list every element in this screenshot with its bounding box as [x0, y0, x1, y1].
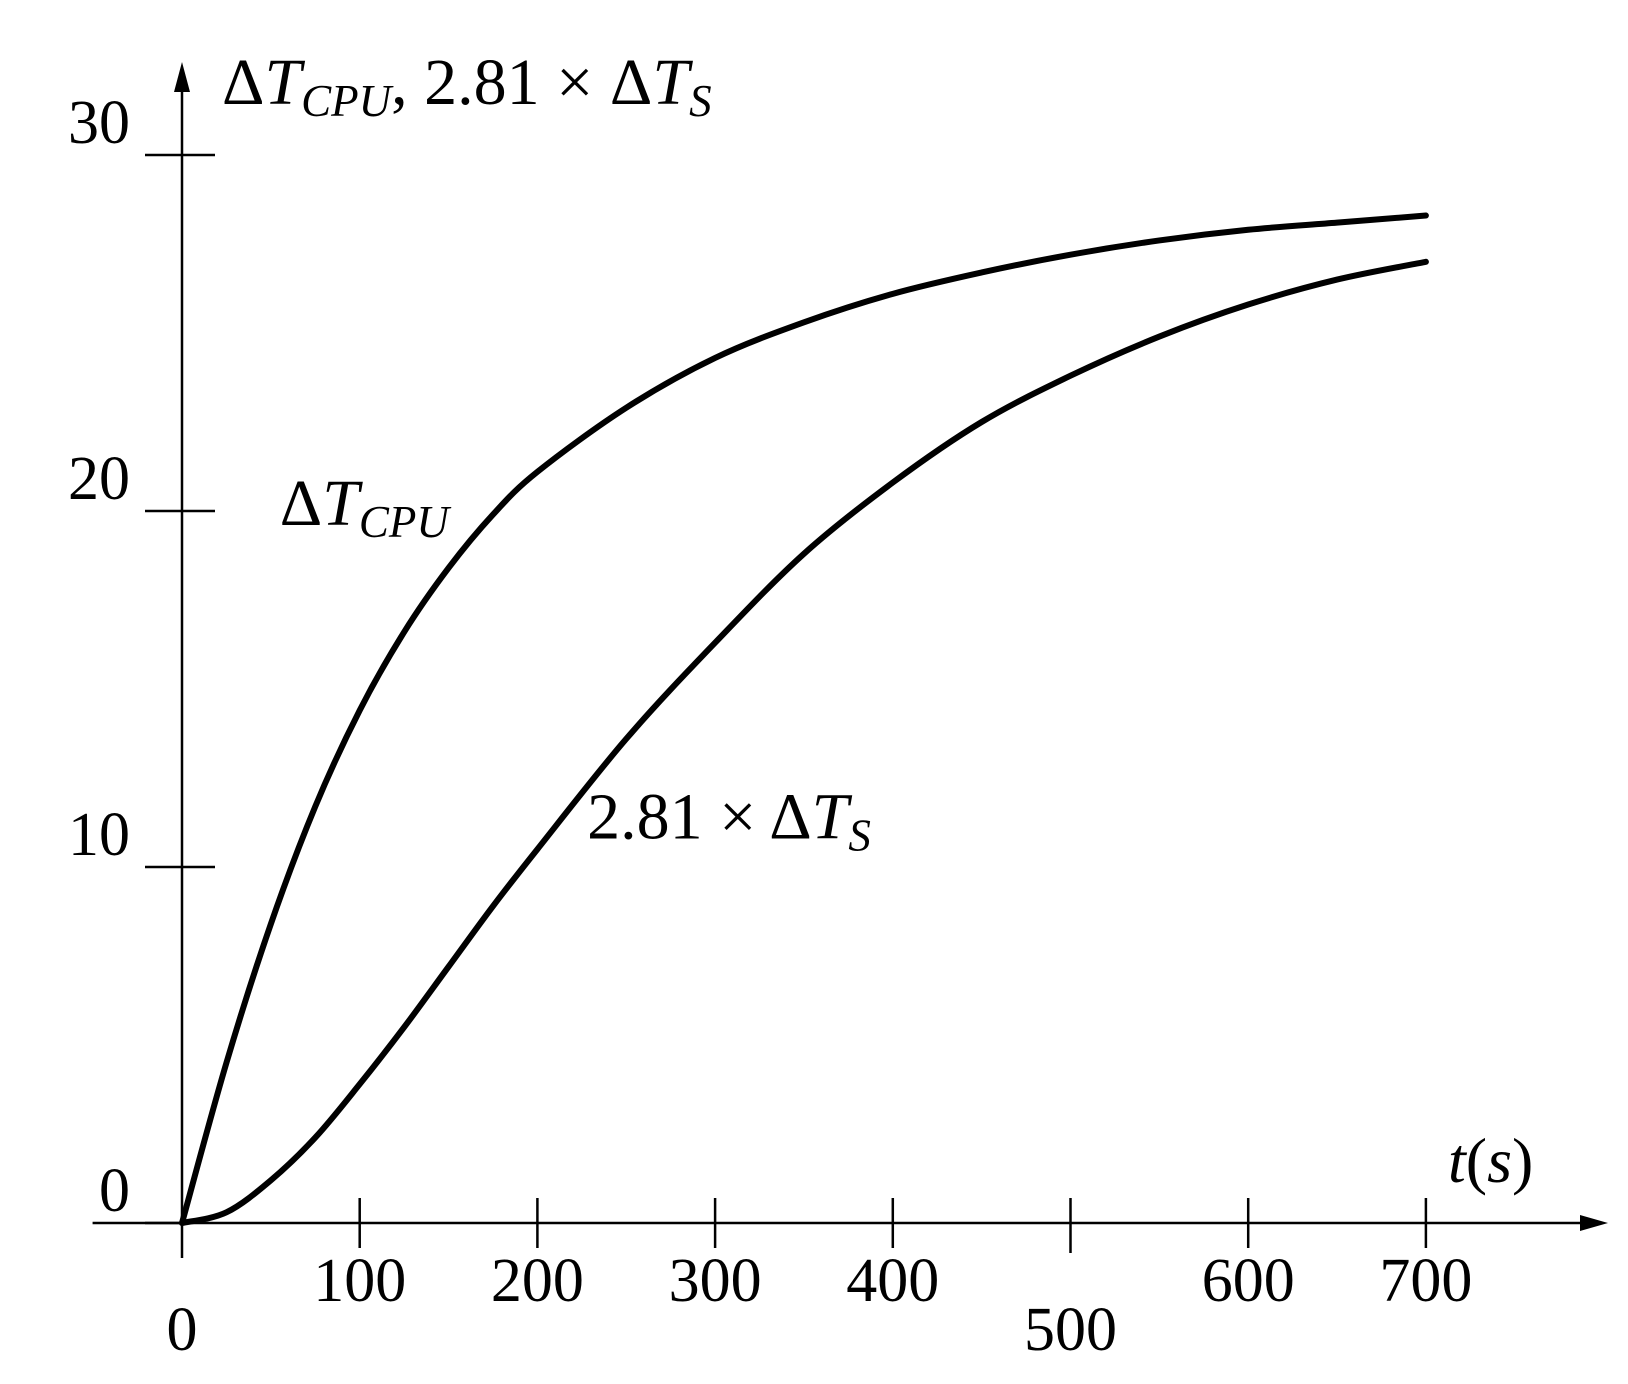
math-part: S — [848, 811, 871, 861]
math-part: Δ — [280, 467, 322, 540]
x-tick-label: 0 — [167, 1296, 198, 1364]
series-label-cpu: ΔTCPU — [280, 467, 452, 547]
series-line-cpu — [179, 212, 1429, 1226]
math-part: t — [1448, 1125, 1468, 1196]
x-tick-label: 700 — [1379, 1247, 1472, 1315]
y-tick-label: 30 — [68, 89, 130, 157]
x-tick-label: 100 — [313, 1247, 406, 1315]
math-part: ) — [1512, 1125, 1533, 1196]
x-tick-label: 300 — [669, 1247, 762, 1315]
math-part: T — [322, 467, 363, 540]
math-part: s — [1487, 1125, 1512, 1196]
math-part: S — [689, 76, 712, 126]
y-axis-arrow — [174, 62, 190, 92]
math-part: CPU — [301, 76, 394, 126]
x-tick-label: 600 — [1202, 1247, 1295, 1315]
x-axis-label: t(s) — [1448, 1125, 1533, 1196]
math-part: ( — [1466, 1125, 1487, 1196]
math-part: T — [652, 46, 693, 119]
x-ticks: 0 100 200 300 400 500 600 700 — [167, 1198, 1472, 1364]
y-tick-label: 10 — [68, 801, 130, 869]
math-part: , 2.81 × Δ — [391, 46, 652, 119]
x-tick-label: 400 — [846, 1247, 939, 1315]
math-part: 2.81 × Δ — [587, 781, 812, 854]
axes — [92, 62, 1608, 1258]
math-part: T — [264, 46, 305, 119]
y-axis-label: ΔTCPU, 2.81 × ΔTS — [222, 46, 712, 126]
y-ticks: 0 10 20 30 — [68, 89, 215, 1225]
x-tick-label: 500 — [1024, 1296, 1117, 1364]
math-part: T — [812, 781, 853, 854]
math-part: CPU — [359, 497, 452, 547]
x-axis-arrow — [1580, 1215, 1608, 1231]
series-line-s — [179, 258, 1429, 1226]
series-label-s: 2.81 × ΔTS — [587, 781, 871, 861]
y-tick-label: 20 — [68, 445, 130, 513]
series-group — [179, 212, 1429, 1226]
x-tick-label: 200 — [491, 1247, 584, 1315]
math-part: Δ — [222, 46, 264, 119]
y-tick-label: 0 — [99, 1157, 130, 1225]
